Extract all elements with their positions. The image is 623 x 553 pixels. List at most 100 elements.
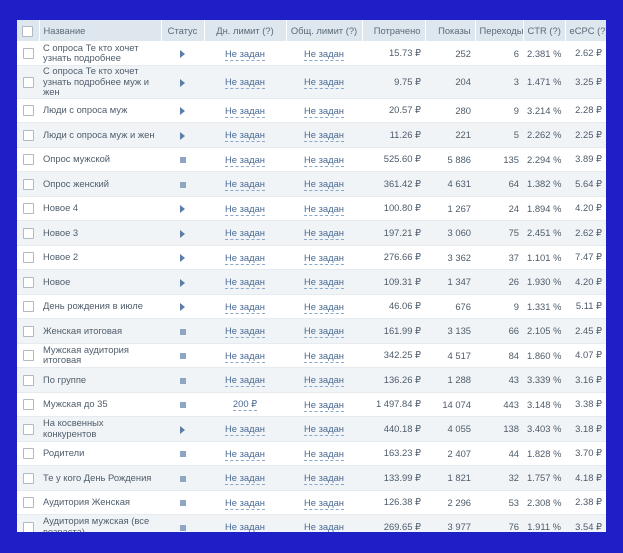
row-checkbox[interactable] [22, 423, 34, 435]
row-checkbox[interactable] [22, 497, 34, 509]
total-limit-link[interactable]: Не задан [304, 374, 344, 388]
campaign-name[interactable]: На косвенных конкурентов [39, 416, 161, 442]
row-checkbox[interactable] [22, 76, 34, 88]
daily-limit-link[interactable]: Не задан [225, 349, 265, 363]
total-limit-link[interactable]: Не задан [304, 447, 344, 461]
stop-icon[interactable] [179, 500, 186, 507]
play-icon[interactable] [180, 78, 185, 87]
table-row[interactable]: Женская итоговая Не задан Не задан 161.99 ₽… [17, 318, 606, 344]
campaign-name[interactable]: День рождения в июле [39, 294, 161, 319]
daily-limit-link[interactable]: Не задан [225, 447, 265, 461]
campaign-name[interactable]: По группе [39, 367, 161, 393]
campaign-name[interactable]: Аудитория мужская (все возраста) [39, 514, 161, 532]
daily-limit-link[interactable]: Не задан [225, 104, 265, 118]
row-checkbox[interactable] [22, 105, 34, 117]
header-clicks[interactable]: Переходы [475, 20, 524, 41]
stop-icon[interactable] [179, 353, 186, 360]
campaign-name[interactable]: Опрос женский [39, 171, 161, 197]
daily-limit-link[interactable]: Не задан [225, 178, 265, 192]
campaign-name[interactable]: Новое 3 [39, 220, 161, 246]
header-ecpc[interactable]: eCPC (?) [565, 20, 606, 41]
table-row[interactable]: День рождения в июле Не задан Не задан 46.0… [17, 294, 606, 319]
row-checkbox[interactable] [22, 203, 34, 215]
stop-icon[interactable] [179, 524, 186, 531]
play-icon[interactable] [180, 229, 185, 238]
row-checkbox[interactable] [22, 227, 34, 239]
table-row[interactable]: Новое 4 Не задан Не задан 100.80 ₽1 267 24 1.… [17, 196, 606, 221]
campaign-name[interactable]: Новое 2 [39, 245, 161, 270]
daily-limit-link[interactable]: Не задан [225, 472, 265, 486]
header-total-limit[interactable]: Общ. лимит (?) [286, 20, 363, 41]
campaign-name[interactable]: С опроса Те кто хочет узнать подробнее [39, 41, 161, 66]
total-limit-link[interactable]: Не задан [304, 496, 344, 510]
table-row[interactable]: Люди с опроса муж и жен Не задан Не задан 1… [17, 122, 606, 148]
table-row[interactable]: По группе Не задан Не задан 136.26 ₽1 288 43… [17, 367, 606, 393]
campaign-name[interactable]: Люди с опроса муж [39, 98, 161, 123]
campaign-name[interactable]: Новое [39, 269, 161, 295]
table-row[interactable]: Опрос женский Не задан Не задан 361.42 ₽4 6… [17, 171, 606, 197]
campaign-name[interactable]: С опроса Те кто хочет узнать подробнее м… [39, 65, 161, 99]
table-row[interactable]: Аудитория мужская (все возраста) Не задан… [17, 514, 606, 532]
total-limit-link[interactable]: Не задан [304, 423, 344, 437]
table-row[interactable]: Новое Не задан Не задан 109.31 ₽1 347 26 1.93… [17, 269, 606, 295]
table-row[interactable]: Новое 2 Не задан Не задан 276.66 ₽3 362 37 1.… [17, 245, 606, 270]
row-checkbox[interactable] [22, 129, 34, 141]
total-limit-link[interactable]: Не задан [304, 76, 344, 90]
table-row[interactable]: Мужская до 35 200 ₽ Не задан 1 497.84 ₽14 0… [17, 392, 606, 417]
total-limit-link[interactable]: Не задан [304, 129, 344, 143]
total-limit-link[interactable]: Не задан [304, 472, 344, 486]
stop-icon[interactable] [179, 157, 186, 164]
play-icon[interactable] [180, 205, 185, 214]
daily-limit-link[interactable]: Не задан [225, 129, 265, 143]
total-limit-link[interactable]: Не задан [304, 202, 344, 216]
row-checkbox[interactable] [22, 448, 34, 460]
row-checkbox[interactable] [22, 325, 34, 337]
play-icon[interactable] [180, 425, 185, 434]
play-icon[interactable] [180, 303, 185, 312]
total-limit-link[interactable]: Не задан [304, 227, 344, 241]
row-checkbox[interactable] [22, 178, 34, 190]
stop-icon[interactable] [179, 475, 186, 482]
daily-limit-link[interactable]: Не задан [225, 202, 265, 216]
header-status[interactable]: Статус [161, 20, 205, 41]
header-ctr[interactable]: CTR (?) [523, 20, 566, 41]
campaign-name[interactable]: Люди с опроса муж и жен [39, 122, 161, 148]
table-row[interactable]: Аудитория Женская Не задан Не задан 126.38 … [17, 490, 606, 515]
total-limit-link[interactable]: Не задан [304, 276, 344, 290]
campaign-name[interactable]: Родители [39, 441, 161, 466]
row-checkbox[interactable] [22, 350, 34, 362]
campaign-name[interactable]: Те у кого День Рождения [39, 465, 161, 491]
select-all-header[interactable] [17, 20, 40, 41]
total-limit-link[interactable]: Не задан [304, 300, 344, 314]
play-icon[interactable] [180, 107, 185, 116]
daily-limit-link[interactable]: Не задан [225, 300, 265, 314]
table-row[interactable]: Те у кого День Рождения Не задан Не задан 1… [17, 465, 606, 491]
row-checkbox[interactable] [22, 472, 34, 484]
campaign-name[interactable]: Женская итоговая [39, 318, 161, 344]
play-icon[interactable] [180, 254, 185, 263]
table-row[interactable]: Люди с опроса муж Не задан Не задан 20.57 ₽… [17, 98, 606, 123]
total-limit-link[interactable]: Не задан [304, 104, 344, 118]
campaign-name[interactable]: Аудитория Женская [39, 490, 161, 515]
header-name[interactable]: Название [39, 20, 162, 41]
campaign-name[interactable]: Мужская аудитория итоговая [39, 343, 161, 368]
header-spent[interactable]: Потрачено [362, 20, 426, 41]
row-checkbox[interactable] [22, 252, 34, 264]
play-icon[interactable] [180, 50, 185, 59]
daily-limit-link[interactable]: Не задан [225, 76, 265, 90]
row-checkbox[interactable] [22, 374, 34, 386]
daily-limit-link[interactable]: Не задан [225, 153, 265, 167]
campaign-name[interactable]: Опрос мужской [39, 147, 161, 172]
row-checkbox[interactable] [22, 301, 34, 313]
daily-limit-link[interactable]: Не задан [225, 227, 265, 241]
table-row[interactable]: На косвенных конкурентов Не задан Не задан… [17, 416, 606, 442]
row-checkbox[interactable] [22, 399, 34, 411]
row-checkbox[interactable] [22, 276, 34, 288]
daily-limit-link[interactable]: 200 ₽ [232, 398, 258, 412]
total-limit-link[interactable]: Не задан [304, 325, 344, 339]
row-checkbox[interactable] [22, 154, 34, 166]
daily-limit-link[interactable]: Не задан [225, 374, 265, 388]
table-row[interactable]: С опроса Те кто хочет узнать подробнее м… [17, 65, 606, 99]
daily-limit-link[interactable]: Не задан [225, 423, 265, 437]
stop-icon[interactable] [179, 377, 186, 384]
